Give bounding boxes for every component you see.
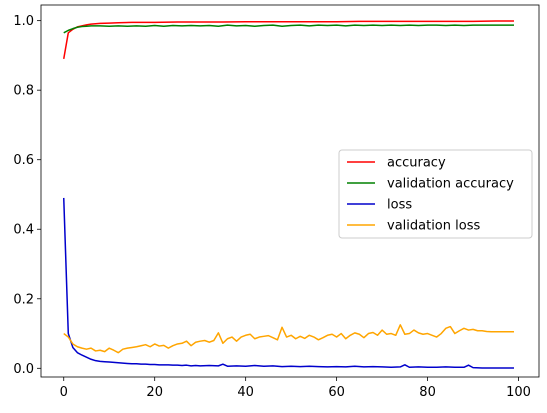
axes-layer: 0 20 40 60 80 100 0.0 0.2 0.4 0.6 0.8 1.0: [13, 14, 531, 400]
series-line-0: [63, 20, 514, 60]
y-tick-label: 0.0: [13, 362, 34, 377]
x-tick-label: 80: [419, 385, 436, 400]
x-tick-label: 40: [237, 385, 254, 400]
y-tick-label: 0.4: [13, 223, 34, 238]
x-tick-label: 60: [328, 385, 345, 400]
legend-label-3: validation loss: [387, 219, 480, 234]
y-tick-label: 1.0: [13, 14, 34, 29]
legend-label-0: accuracy: [387, 156, 446, 171]
legend-label-1: validation accuracy: [387, 177, 514, 192]
series-line-1: [63, 24, 514, 34]
y-tick-label: 0.2: [13, 292, 34, 307]
x-tick-label: 20: [146, 385, 163, 400]
series-line-2: [62, 197, 514, 369]
series-layer: [62, 20, 514, 369]
x-tick-label: 100: [506, 385, 531, 400]
legend: accuracy validation accuracy loss validatio…: [338, 149, 533, 239]
legend-box: [338, 149, 533, 239]
series-line-3: [63, 324, 514, 354]
x-tick-label: 0: [60, 385, 68, 400]
y-tick-label: 0.6: [13, 153, 34, 168]
plot-frame: [40, 4, 540, 378]
legend-label-2: loss: [387, 198, 412, 213]
y-tick-label: 0.8: [13, 84, 34, 99]
